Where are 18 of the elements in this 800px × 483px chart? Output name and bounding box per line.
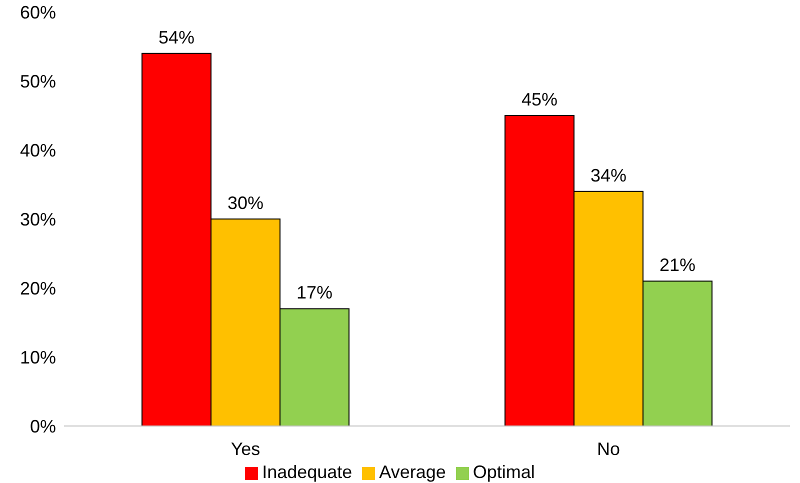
- y-tick-label: 0%: [30, 416, 56, 436]
- legend-label: Optimal: [472, 462, 535, 482]
- y-tick-label: 10%: [20, 347, 56, 368]
- y-tick-label: 60%: [20, 2, 56, 22]
- data-label: 34%: [590, 165, 627, 186]
- data-label: 21%: [659, 255, 696, 276]
- data-label: 30%: [227, 193, 264, 213]
- data-label: 17%: [296, 282, 333, 303]
- x-tick-label: Yes: [230, 438, 260, 459]
- y-tick-label: 40%: [20, 140, 56, 160]
- legend-label: Average: [379, 462, 446, 482]
- y-tick-label: 20%: [20, 278, 56, 298]
- data-label: 45%: [521, 90, 558, 110]
- y-tick-label: 50%: [20, 71, 56, 92]
- legend-label: Inadequate: [262, 462, 352, 482]
- y-tick-label: 30%: [20, 209, 56, 230]
- data-label: 54%: [158, 27, 195, 48]
- x-tick-label: No: [596, 438, 620, 459]
